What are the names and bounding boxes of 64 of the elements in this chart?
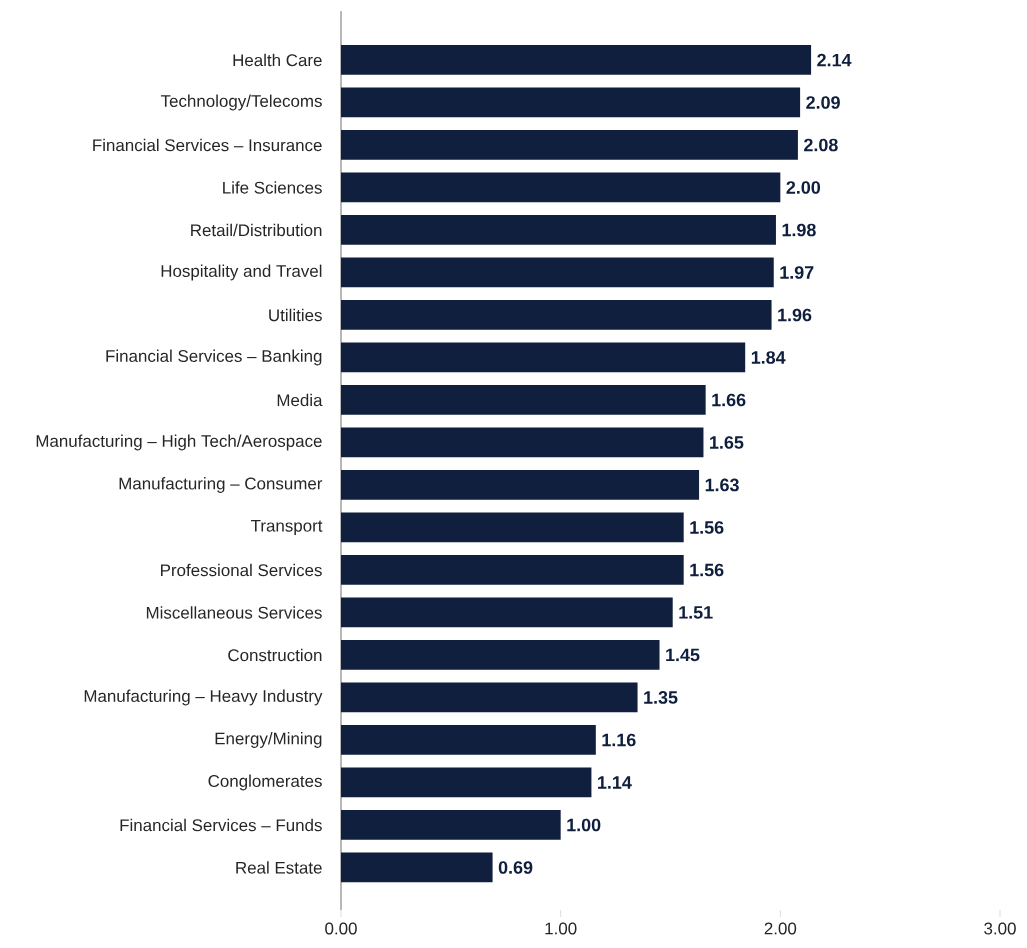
y-tick-label: Real Estate: [236, 861, 322, 874]
data-label: 1.96: [778, 308, 812, 322]
bar: [341, 300, 772, 330]
data-label: 1.56: [690, 521, 724, 534]
x-tick-label: 0.00: [325, 922, 357, 935]
data-label: 1.63: [705, 478, 739, 492]
bar: [341, 45, 812, 75]
y-tick-label: Construction: [228, 648, 322, 662]
bar: [341, 342, 746, 373]
bar: [341, 512, 684, 543]
data-label: 1.66: [712, 393, 746, 407]
bar: [341, 87, 801, 118]
x-tick-label: 2.00: [764, 922, 797, 935]
bar: [341, 470, 700, 500]
bar: [341, 725, 596, 755]
bar: [341, 215, 776, 245]
y-tick-label: Health Care: [233, 53, 322, 67]
data-label: 1.45: [666, 648, 700, 662]
data-label: 2.00: [786, 181, 821, 194]
bar: [341, 427, 704, 458]
data-label: 1.16: [602, 733, 636, 747]
y-tick-label: Manufacturing – Heavy Industry: [84, 689, 323, 706]
data-label: 1.98: [782, 223, 816, 237]
bar: [341, 682, 638, 713]
bar: [341, 172, 781, 203]
y-tick-label: Manufacturing – Consumer: [119, 477, 323, 493]
y-tick-label: Miscellaneous Services: [146, 606, 322, 619]
y-tick-label: Life Sciences: [223, 181, 322, 194]
y-tick-label: Financial Services – Insurance: [93, 138, 322, 152]
data-label: 1.97: [780, 266, 814, 279]
y-tick-label: Energy/Mining: [215, 732, 322, 748]
x-tick-label: 1.00: [545, 922, 577, 935]
y-tick-label: Technology/Telecoms: [160, 94, 322, 111]
data-label: 1.84: [751, 351, 786, 364]
data-label: 0.69: [498, 861, 533, 874]
data-label: 2.09: [806, 96, 840, 109]
data-label: 1.35: [644, 691, 678, 704]
y-tick-label: Conglomerates: [208, 774, 322, 791]
data-label: 1.00: [567, 818, 601, 832]
y-tick-label: Transport: [251, 519, 323, 536]
data-label: 1.56: [690, 563, 724, 577]
y-tick-label: Utilities: [269, 308, 322, 322]
data-label: 1.51: [679, 606, 713, 619]
y-tick-label: Retail/Distribution: [191, 223, 322, 237]
data-label: 1.65: [710, 436, 744, 449]
bar: [341, 852, 493, 883]
bar: [341, 810, 561, 840]
data-label: 2.08: [804, 138, 838, 152]
bar: [341, 767, 592, 798]
y-tick-label: Financial Services – Funds: [120, 818, 322, 832]
bar: [341, 555, 684, 585]
data-label: 1.14: [598, 776, 632, 789]
y-tick-label: Financial Services – Banking: [106, 349, 322, 366]
bar: [341, 597, 673, 628]
y-tick-label: Manufacturing – High Tech/Aerospace: [36, 434, 322, 451]
y-tick-label: Hospitality and Travel: [161, 264, 322, 281]
bar: [341, 385, 706, 415]
x-tick-label: 3.00: [984, 922, 1016, 935]
y-tick-label: Media: [277, 393, 323, 407]
bar: [341, 640, 660, 670]
bar: [341, 257, 774, 288]
data-label: 2.14: [817, 53, 852, 67]
y-tick-label: Professional Services: [161, 563, 322, 577]
bar: [341, 130, 798, 160]
